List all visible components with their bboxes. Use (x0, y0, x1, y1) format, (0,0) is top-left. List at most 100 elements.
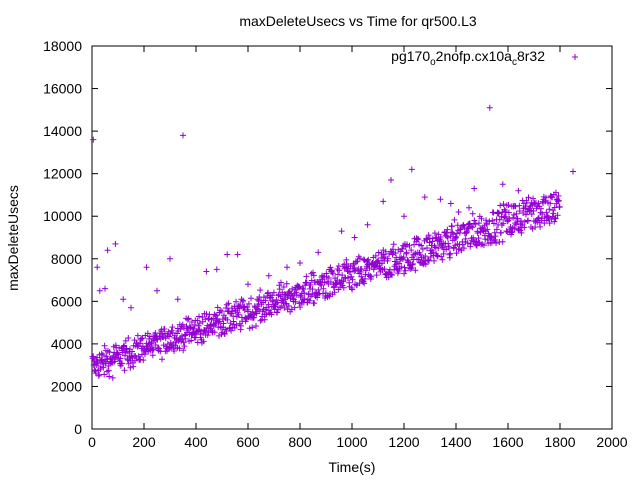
data-point-949 (484, 226, 491, 233)
data-point-755 (403, 249, 410, 256)
data-point-634 (353, 258, 360, 265)
data-point-783 (415, 235, 422, 242)
data-point-928 (475, 235, 482, 242)
data-point-412 (260, 294, 267, 301)
x-tick-label-7: 1400 (440, 434, 471, 450)
data-point-853 (444, 226, 451, 233)
data-point-1132 (104, 247, 111, 254)
data-point-353 (236, 305, 243, 312)
data-point-821 (431, 257, 438, 264)
data-point-766 (408, 247, 415, 254)
data-point-1161 (364, 221, 371, 228)
data-point-918 (471, 217, 478, 224)
data-point-1152 (120, 296, 127, 303)
data-point-209 (176, 345, 183, 352)
x-tick-label-0: 0 (88, 434, 96, 450)
data-point-217 (179, 321, 186, 328)
data-point-860 (447, 250, 454, 257)
data-point-788 (417, 251, 424, 258)
data-point-1121 (555, 197, 562, 204)
data-point-63 (115, 351, 122, 358)
y-tick-label-0: 0 (74, 421, 82, 437)
y-tick-label-1: 2000 (51, 378, 82, 394)
axis-ticks (91, 45, 613, 430)
data-point-376 (245, 300, 252, 307)
data-point-95 (129, 348, 136, 355)
data-point-321 (223, 305, 230, 312)
data-point-876 (453, 230, 460, 237)
data-point-453 (277, 279, 284, 286)
data-point-804 (423, 245, 430, 252)
data-point-1002 (506, 215, 513, 222)
data-point-1153 (128, 304, 134, 311)
data-point-749 (401, 270, 408, 277)
data-point-801 (422, 261, 429, 268)
data-point-897 (462, 235, 469, 242)
data-point-192 (169, 324, 176, 331)
data-point-147 (150, 346, 157, 353)
data-point-875 (453, 250, 460, 257)
data-point-967 (491, 229, 498, 236)
data-point-543 (315, 286, 322, 293)
data-point-403 (257, 287, 264, 294)
data-points (89, 104, 576, 381)
legend-label-part-3: c (512, 57, 517, 68)
data-point-98 (130, 363, 137, 370)
data-point-13 (94, 360, 101, 367)
data-point-770 (409, 260, 416, 267)
data-point-498 (296, 284, 303, 291)
data-point-982 (498, 229, 505, 236)
data-point-29 (101, 342, 108, 349)
legend-label-part-2: 2nofp.cx10a (436, 48, 512, 64)
data-point-71 (119, 360, 126, 367)
data-point-532 (310, 272, 317, 279)
data-point-687 (375, 257, 382, 264)
data-point-1155 (174, 296, 181, 303)
data-point-1135 (167, 255, 173, 262)
data-point-1110 (551, 218, 558, 225)
data-point-1123 (556, 204, 563, 211)
data-point-1098 (546, 206, 553, 213)
data-point-1108 (550, 210, 557, 217)
data-point-901 (464, 226, 471, 233)
data-point-39 (105, 367, 112, 374)
data-point-1011 (510, 214, 517, 221)
data-point-720 (389, 272, 396, 279)
data-point-1133 (112, 240, 119, 247)
data-point-808 (425, 232, 432, 239)
data-point-828 (433, 252, 440, 259)
data-point-327 (225, 300, 232, 307)
data-point-1146 (455, 208, 462, 215)
data-point-430 (268, 311, 275, 318)
data-point-1031 (518, 229, 525, 236)
data-point-776 (412, 267, 419, 274)
data-point-196 (171, 348, 178, 355)
data-point-160 (156, 345, 163, 352)
data-point-702 (381, 266, 388, 273)
data-point-1076 (537, 223, 544, 230)
data-point-1144 (421, 194, 428, 201)
data-point-338 (230, 313, 237, 320)
data-point-156 (154, 336, 161, 343)
data-point-1145 (437, 196, 444, 203)
data-point-1056 (528, 211, 535, 218)
data-point-914 (469, 210, 476, 217)
data-point-1059 (530, 195, 537, 202)
data-point-1147 (466, 204, 472, 211)
data-point-362 (240, 297, 247, 304)
data-point-578 (329, 270, 336, 277)
data-point-921 (472, 221, 479, 228)
data-point-902 (464, 240, 471, 247)
data-point-303 (215, 319, 222, 326)
data-point-1158 (284, 264, 290, 271)
data-point-507 (300, 286, 307, 293)
legend-marker (572, 54, 578, 60)
data-point-357 (238, 322, 245, 329)
data-point-794 (419, 245, 426, 252)
data-point-965 (490, 220, 497, 227)
data-point-614 (344, 275, 351, 282)
data-point-980 (497, 202, 504, 209)
data-point-1007 (508, 229, 515, 236)
data-point-491 (293, 291, 300, 298)
data-point-550 (318, 282, 325, 289)
